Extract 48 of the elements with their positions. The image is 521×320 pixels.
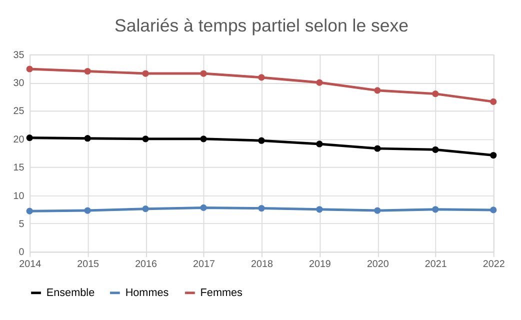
- point: [84, 68, 91, 75]
- y-tick-label: 30: [13, 78, 25, 89]
- point: [200, 204, 207, 212]
- point: [142, 136, 149, 142]
- y-tick-label: 15: [13, 162, 25, 174]
- point: [490, 98, 497, 106]
- y-tick-label: 0: [18, 247, 25, 258]
- point: [142, 206, 149, 212]
- point: [26, 134, 33, 142]
- x-tick-label: 2014: [19, 258, 42, 270]
- x-tick-label: 2020: [366, 258, 390, 270]
- point: [200, 70, 207, 77]
- point: [432, 146, 439, 153]
- point: [374, 207, 381, 214]
- point: [26, 208, 33, 214]
- point: [374, 145, 381, 152]
- y-tick-label: 35: [13, 50, 25, 61]
- point: [200, 136, 207, 142]
- x-tick-label: 2017: [193, 258, 215, 270]
- x-tick-label: 2016: [135, 258, 158, 270]
- point: [490, 206, 497, 214]
- legend-label: Femmes: [200, 286, 244, 299]
- x-tick-label: 2021: [424, 258, 447, 270]
- chart-title: Salariés à temps partiel selon le sexe: [114, 16, 409, 36]
- y-tick-label: 25: [13, 106, 25, 118]
- point: [316, 140, 323, 148]
- point: [490, 152, 497, 159]
- x-tick-label: 2022: [482, 258, 505, 270]
- point: [432, 206, 439, 213]
- point: [258, 74, 265, 81]
- y-tick-label: 5: [18, 218, 25, 230]
- point: [316, 206, 323, 213]
- legend-label: Ensemble: [46, 286, 95, 299]
- point: [26, 66, 33, 72]
- point: [258, 137, 265, 144]
- x-tick-label: 2015: [77, 258, 100, 270]
- x-tick-label: 2019: [308, 258, 332, 270]
- point: [432, 90, 439, 98]
- point: [142, 70, 149, 77]
- point: [374, 87, 381, 94]
- legend-label: Hommes: [125, 286, 170, 299]
- y-tick-label: 20: [13, 134, 25, 146]
- point: [258, 204, 265, 212]
- y-tick-label: 10: [13, 190, 25, 202]
- x-tick-label: 2018: [251, 258, 274, 270]
- point: [316, 79, 323, 86]
- point: [84, 135, 91, 142]
- point: [84, 207, 91, 214]
